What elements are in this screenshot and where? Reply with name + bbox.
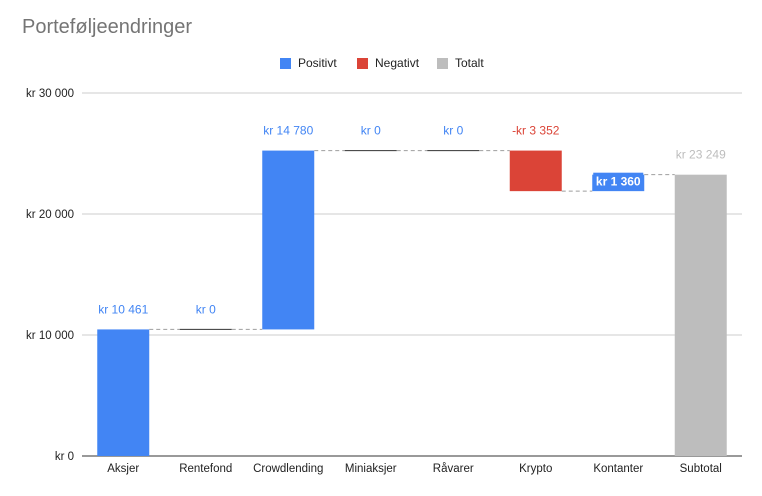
x-tick-label: Aksjer	[107, 463, 139, 475]
data-label: kr 14 780	[263, 124, 313, 138]
legend-label-negative: Negativt	[375, 56, 420, 70]
data-label: kr 10 461	[98, 302, 148, 316]
y-tick-label: kr 30 000	[26, 88, 74, 100]
bar-2	[262, 150, 315, 330]
x-tick-label: Rentefond	[179, 463, 232, 475]
bar-0	[97, 329, 150, 456]
data-label: kr 1 360	[596, 175, 641, 189]
legend-label-positive: Positivt	[298, 56, 337, 70]
legend-item-total[interactable]: Totalt	[437, 56, 484, 70]
data-label: kr 0	[361, 124, 381, 138]
legend-swatch-negative-icon	[357, 57, 368, 69]
y-tick-label: kr 20 000	[26, 209, 74, 221]
bar-5	[509, 150, 562, 192]
y-tick-label: kr 0	[55, 451, 74, 463]
data-label: kr 23 249	[676, 148, 726, 162]
legend-swatch-positive-icon	[280, 57, 291, 69]
legend-item-positive[interactable]: Positivt	[280, 56, 337, 70]
bar-7	[674, 174, 727, 456]
x-tick-label: Subtotal	[680, 463, 722, 475]
y-tick-label: kr 10 000	[26, 330, 74, 342]
x-tick-label: Miniaksjer	[345, 463, 397, 475]
x-tick-label: Crowdlending	[253, 463, 323, 475]
legend-label-total: Totalt	[455, 56, 484, 70]
data-label-box	[593, 172, 644, 190]
chart-title: Porteføljeendringer	[22, 16, 193, 38]
legend-item-negative[interactable]: Negativt	[357, 56, 419, 70]
data-label: -kr 3 352	[512, 124, 560, 138]
data-label: kr 0	[196, 302, 216, 316]
legend: Positivt Negativt Totalt	[0, 56, 762, 72]
x-tick-label: Råvarer	[433, 463, 474, 475]
data-label: kr 0	[443, 124, 463, 138]
x-tick-label: Kontanter	[593, 463, 643, 475]
legend-swatch-total-icon	[437, 57, 448, 69]
x-tick-label: Krypto	[519, 463, 552, 475]
